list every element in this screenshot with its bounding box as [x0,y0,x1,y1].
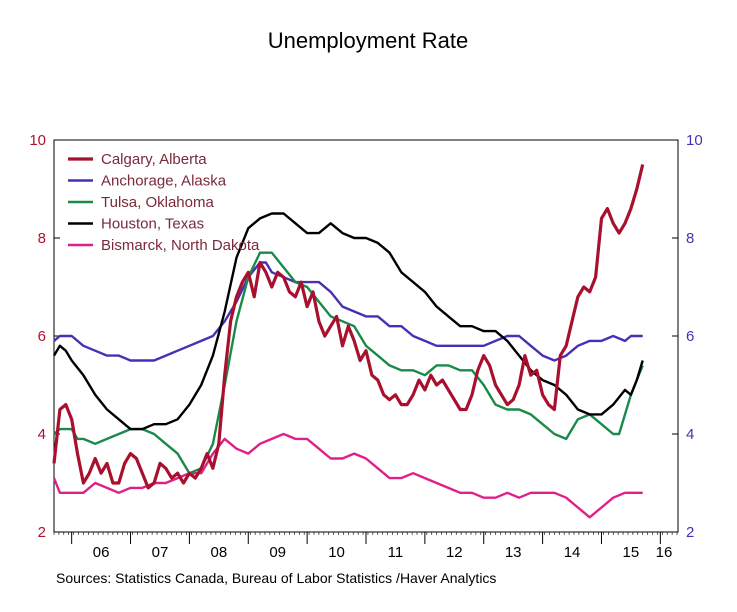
x-tick-label: 08 [210,544,227,561]
y-left-tick-label: 4 [38,426,46,443]
chart-title: Unemployment Rate [268,28,469,53]
x-tick-label: 13 [505,544,522,561]
y-right-tick-label: 6 [686,328,694,345]
x-tick-label: 16 [656,544,673,561]
y-left-tick-label: 8 [38,230,46,247]
y-left-tick-label: 6 [38,328,46,345]
y-right-tick-label: 10 [686,132,703,149]
series-line-0 [52,164,645,490]
y-right-tick-label: 8 [686,230,694,247]
x-tick-label: 14 [564,544,581,561]
legend-label: Anchorage, Alaska [101,173,227,190]
legend-label: Tulsa, Oklahoma [101,194,214,211]
series-line-2 [53,251,644,475]
x-tick-label: 10 [328,544,345,561]
y-axis-left: 2 4 6 8 10 [29,132,60,541]
y-right-tick-label: 4 [686,426,694,443]
legend-label: Houston, Texas [101,216,204,233]
x-tick-label: 15 [623,544,640,561]
y-right-tick-label: 2 [686,524,694,541]
x-tick-label: 12 [446,544,463,561]
series-line-1 [53,261,643,362]
x-tick-label: 11 [388,544,404,561]
x-axis: 06 07 08 09 10 11 12 13 14 15 16 [53,532,678,561]
legend-label: Bismarck, North Dakota [101,237,260,254]
x-tick-label: 07 [152,544,169,561]
x-tick-label: 06 [93,544,110,561]
legend-label: Calgary, Alberta [101,151,207,168]
y-left-tick-label: 2 [38,524,46,541]
series-lines [52,164,645,519]
y-axis-right: 2 4 6 8 10 [672,132,703,541]
y-left-tick-label: 10 [29,132,46,149]
x-tick-label: 09 [269,544,286,561]
source-note: Sources: Statistics Canada, Bureau of La… [56,570,496,586]
legend: Calgary, Alberta Anchorage, Alaska Tulsa, … [68,151,260,254]
